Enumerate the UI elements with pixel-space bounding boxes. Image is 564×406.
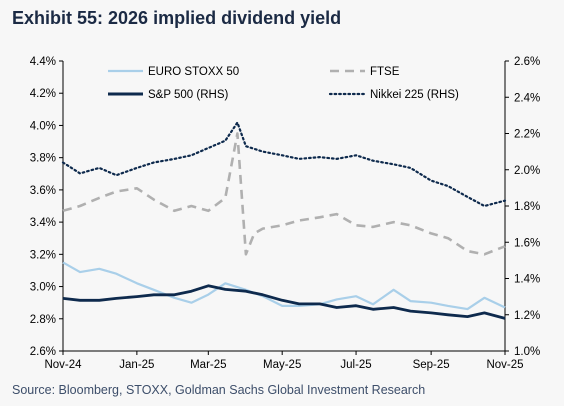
y-right-tick-label: 1.6%: [514, 237, 540, 249]
legend: EURO STOXX 50 FTSE S&P 500 (RHS) Nikkei 225…: [108, 66, 459, 101]
x-tick-label: Sep-25: [413, 359, 450, 371]
y-right-tick-label: 1.8%: [514, 201, 540, 213]
x-tick-label: Jul-25: [340, 359, 371, 371]
series-layer: [61, 121, 507, 320]
axes-layer: 2.6% 2.8% 3.0% 3.2% 3.4% 3.6% 3.8% 4.0% 4.2% 4.4%…: [30, 56, 540, 371]
y-right-tick-label: 1.4%: [514, 274, 540, 286]
y-left-tick-label: 4.2%: [30, 88, 56, 100]
legend-label-nikkei-225-rhs: Nikkei 225 (RHS): [370, 89, 459, 101]
legend-label-ftse: FTSE: [370, 66, 400, 78]
x-tick-label: May-25: [263, 359, 301, 371]
y-right-tick-label: 2.0%: [514, 165, 540, 177]
y-left-tick-label: 3.0%: [30, 282, 56, 294]
y-left-tick-label: 4.4%: [30, 56, 56, 68]
series-line-euro-stoxx-50: [62, 261, 506, 311]
y-right-tick-label: 2.6%: [514, 56, 540, 68]
y-left-tick-label: 3.2%: [30, 249, 56, 261]
x-tick-label: Jan-25: [119, 359, 154, 371]
series-line-ftse: [62, 132, 506, 256]
chart-title: Exhibit 55: 2026 implied dividend yield: [12, 8, 342, 28]
y-right-tick-label: 1.0%: [514, 346, 540, 358]
x-tick-label: Mar-25: [190, 359, 226, 371]
y-right-tick-label: 2.4%: [514, 92, 540, 104]
y-left-tick-label: 3.6%: [30, 185, 56, 197]
series-line-nikkei-225-rhs: [61, 121, 507, 208]
y-left-tick-label: 4.0%: [30, 120, 56, 132]
legend-label-s-p-500-rhs: S&P 500 (RHS): [148, 89, 228, 101]
legend-label-euro-stoxx-50: EURO STOXX 50: [148, 66, 239, 78]
y-right-tick-label: 1.2%: [514, 310, 540, 322]
y-left-tick-label: 3.4%: [30, 217, 56, 229]
x-tick-label: Nov-25: [486, 359, 523, 371]
series-line-s-p-500-rhs: [62, 284, 506, 320]
x-tick-label: Nov-24: [44, 359, 82, 371]
y-left-tick-label: 2.6%: [30, 346, 56, 358]
y-left-tick-label: 2.8%: [30, 314, 56, 326]
y-right-tick-label: 2.2%: [514, 129, 540, 141]
y-left-tick-label: 3.8%: [30, 153, 56, 165]
source-note: Source: Bloomberg, STOXX, Goldman Sachs …: [12, 383, 426, 397]
